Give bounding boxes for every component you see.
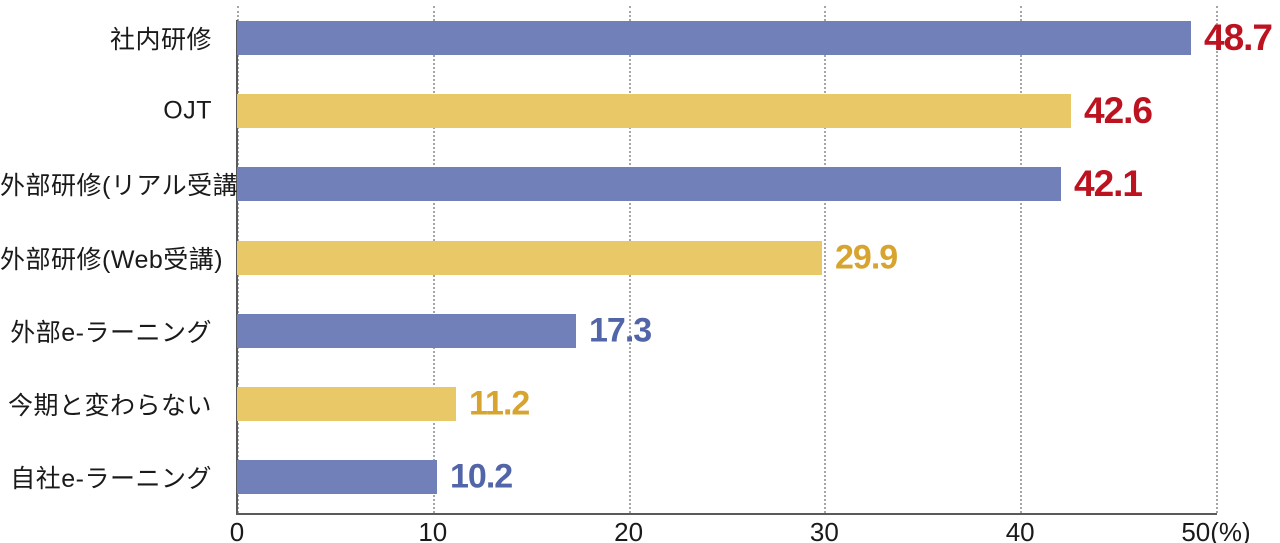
value-label: 42.1 bbox=[1074, 163, 1143, 204]
value-label: 42.6 bbox=[1084, 90, 1153, 131]
bar bbox=[237, 241, 822, 275]
gridline bbox=[1020, 6, 1023, 513]
x-tick-label: 40 bbox=[1005, 517, 1035, 543]
bar bbox=[237, 314, 576, 348]
category-label: 外部e-ラーニング bbox=[10, 319, 212, 347]
x-tick-label: 20 bbox=[614, 517, 644, 543]
value-label: 10.2 bbox=[450, 457, 513, 496]
value-label: 11.2 bbox=[469, 384, 530, 423]
x-tick-label: 30 bbox=[809, 517, 839, 543]
category-label: 外部研修(Web受講) bbox=[0, 246, 224, 274]
bar bbox=[237, 460, 437, 494]
x-axis-line bbox=[236, 513, 1217, 515]
x-tick-label: 10 bbox=[418, 517, 448, 543]
category-label: 社内研修 bbox=[109, 26, 212, 54]
gridline bbox=[824, 6, 827, 513]
gridline bbox=[1216, 6, 1218, 513]
category-label: 今期と変わらない bbox=[7, 392, 212, 420]
category-label: 外部研修(リアル受講) bbox=[0, 172, 247, 200]
x-tick-label: 50(%) bbox=[1181, 517, 1251, 543]
bar bbox=[237, 167, 1061, 201]
bar bbox=[237, 387, 456, 421]
bar bbox=[237, 21, 1191, 55]
value-label: 17.3 bbox=[589, 311, 652, 350]
value-label: 48.7 bbox=[1204, 17, 1273, 58]
value-label: 29.9 bbox=[835, 238, 898, 277]
bar bbox=[237, 94, 1071, 128]
x-tick-label: 0 bbox=[229, 517, 245, 543]
category-label: OJT bbox=[163, 96, 212, 125]
category-label: 自社e-ラーニング bbox=[10, 465, 212, 493]
